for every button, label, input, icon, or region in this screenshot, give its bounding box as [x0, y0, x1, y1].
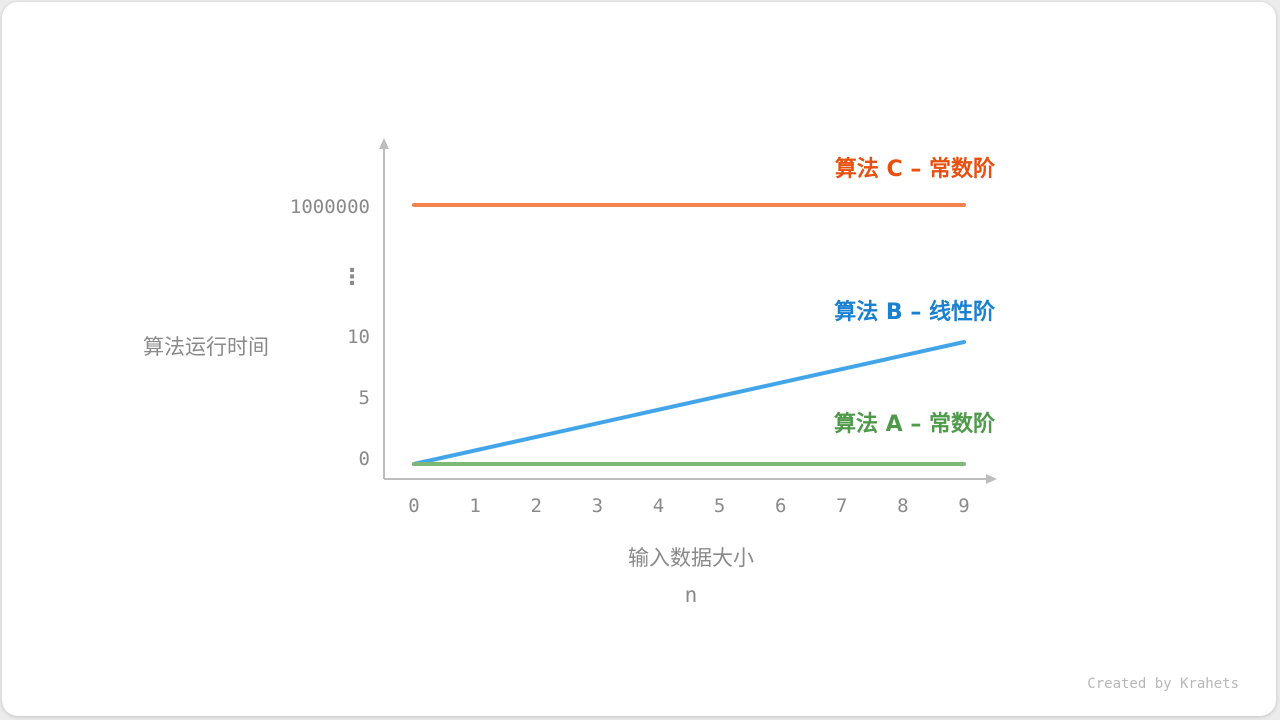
x-axis-label-n: n: [685, 583, 698, 607]
x-tick-label: 7: [836, 495, 847, 517]
x-tick-label: 8: [897, 495, 908, 517]
y-axis-arrow: [379, 138, 389, 149]
y-tick-label: 5: [359, 387, 370, 409]
x-axis-label: 输入数据大小: [628, 546, 754, 570]
series-label: 算法 C – 常数阶: [835, 156, 996, 182]
y-axis-label: 算法运行时间: [143, 335, 269, 359]
series-line: [412, 340, 966, 466]
series-label: 算法 B – 线性阶: [834, 299, 996, 325]
x-tick-label: 1: [469, 495, 480, 517]
y-tick-label: 10: [347, 326, 370, 348]
y-tick-label: 1000000: [290, 196, 370, 218]
credit-text: Created by Krahets: [1087, 676, 1239, 692]
y-tick-label: 0: [359, 448, 370, 470]
x-tick-label: 5: [714, 495, 725, 517]
x-tick-label: 4: [653, 495, 664, 517]
x-tick-label: 2: [530, 495, 541, 517]
x-tick-label: 6: [775, 495, 786, 517]
series-label: 算法 A – 常数阶: [834, 411, 996, 437]
x-tick-label: 9: [958, 495, 969, 517]
y-break-ellipsis: ⋮: [341, 265, 363, 290]
x-axis-arrow: [986, 474, 997, 484]
x-tick-label: 0: [408, 495, 419, 517]
x-tick-label: 3: [592, 495, 603, 517]
